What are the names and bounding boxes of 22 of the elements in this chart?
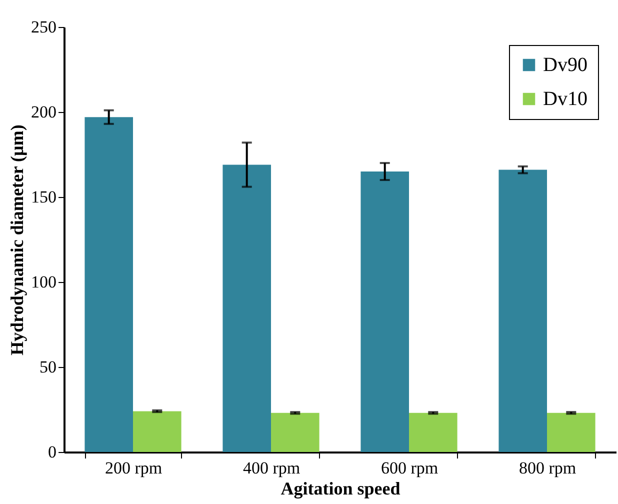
bar: [547, 412, 596, 452]
x-tick-label: 800 rpm: [518, 458, 576, 478]
y-tick-label: 50: [40, 358, 56, 376]
bar: [409, 412, 458, 452]
x-tick-label: 400 rpm: [242, 458, 300, 478]
y-axis-title: Hydrodynamic diameter (µm): [7, 124, 27, 356]
bar: [271, 412, 320, 452]
legend-label: Dv10: [543, 88, 588, 110]
bar: [222, 164, 271, 452]
legend-label: Dv90: [543, 54, 588, 76]
bar: [84, 117, 133, 452]
y-tick-label: 100: [31, 272, 56, 292]
bar: [133, 411, 182, 452]
bar: [498, 170, 547, 452]
x-axis-title: Agitation speed: [280, 478, 400, 498]
x-tick-label: 600 rpm: [380, 458, 438, 478]
y-tick-label: 0: [48, 442, 56, 462]
y-tick-label: 200: [31, 102, 56, 122]
y-tick-label: 250: [31, 18, 56, 36]
bar: [360, 172, 409, 452]
x-tick-label: 200 rpm: [104, 458, 162, 478]
y-tick-label: 150: [31, 188, 56, 206]
